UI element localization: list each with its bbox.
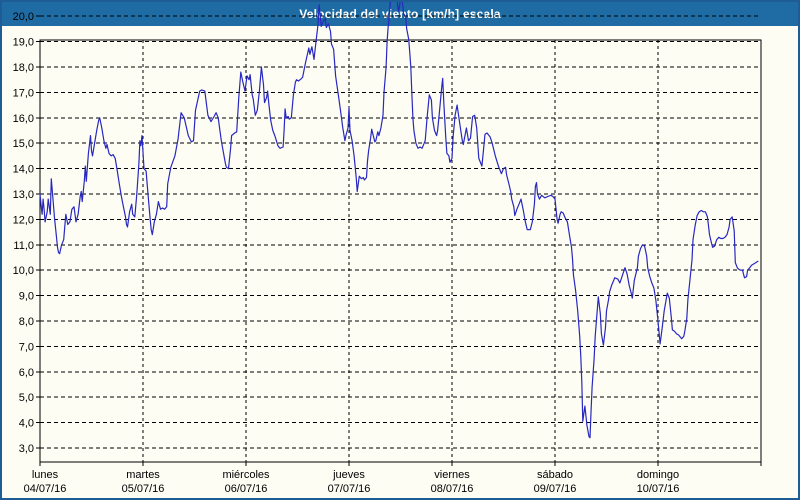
x-axis-date-label: 09/07/16 bbox=[534, 483, 577, 495]
y-axis-label: 17,0 bbox=[13, 87, 34, 99]
y-axis-label: 20,0 bbox=[13, 11, 34, 23]
y-axis-label: 8,0 bbox=[19, 316, 34, 328]
y-axis-label: 15,0 bbox=[13, 138, 34, 150]
x-axis-day-label: viernes bbox=[434, 469, 470, 481]
y-axis-label: 6,0 bbox=[19, 367, 34, 379]
x-axis-date-label: 04/07/16 bbox=[24, 483, 67, 495]
x-axis-date-label: 10/07/16 bbox=[637, 483, 680, 495]
x-axis-day-label: martes bbox=[126, 469, 160, 481]
x-axis-day-label: domingo bbox=[637, 469, 679, 481]
x-axis-date-label: 08/07/16 bbox=[431, 483, 474, 495]
x-axis-date-label: 05/07/16 bbox=[122, 483, 165, 495]
y-axis-label: 12,0 bbox=[13, 214, 34, 226]
y-axis-label: 19,0 bbox=[13, 37, 34, 49]
window-title: Velocidad del viento [km/h] escala bbox=[299, 7, 501, 21]
y-axis-label: 18,0 bbox=[13, 62, 34, 74]
x-axis-day-label: miércoles bbox=[222, 469, 270, 481]
y-axis-label: 5,0 bbox=[19, 392, 34, 404]
y-axis-label: 4,0 bbox=[19, 418, 34, 430]
x-axis-day-label: jueves bbox=[332, 469, 365, 481]
y-axis-label: 3,0 bbox=[19, 443, 34, 455]
y-axis-label: 10,0 bbox=[13, 265, 34, 277]
y-axis-label: 16,0 bbox=[13, 113, 34, 125]
y-axis-label: 7,0 bbox=[19, 341, 34, 353]
y-axis-label: 11,0 bbox=[13, 240, 34, 252]
x-axis-date-label: 07/07/16 bbox=[328, 483, 371, 495]
y-axis-label: 14,0 bbox=[13, 164, 34, 176]
y-axis-label: 9,0 bbox=[19, 291, 34, 303]
x-axis-date-label: 06/07/16 bbox=[225, 483, 268, 495]
x-axis-day-label: lunes bbox=[32, 469, 59, 481]
plot-border bbox=[39, 39, 762, 463]
y-axis-label: 13,0 bbox=[13, 189, 34, 201]
x-axis-day-label: sábado bbox=[537, 469, 573, 481]
wind-speed-line bbox=[39, 2, 759, 439]
